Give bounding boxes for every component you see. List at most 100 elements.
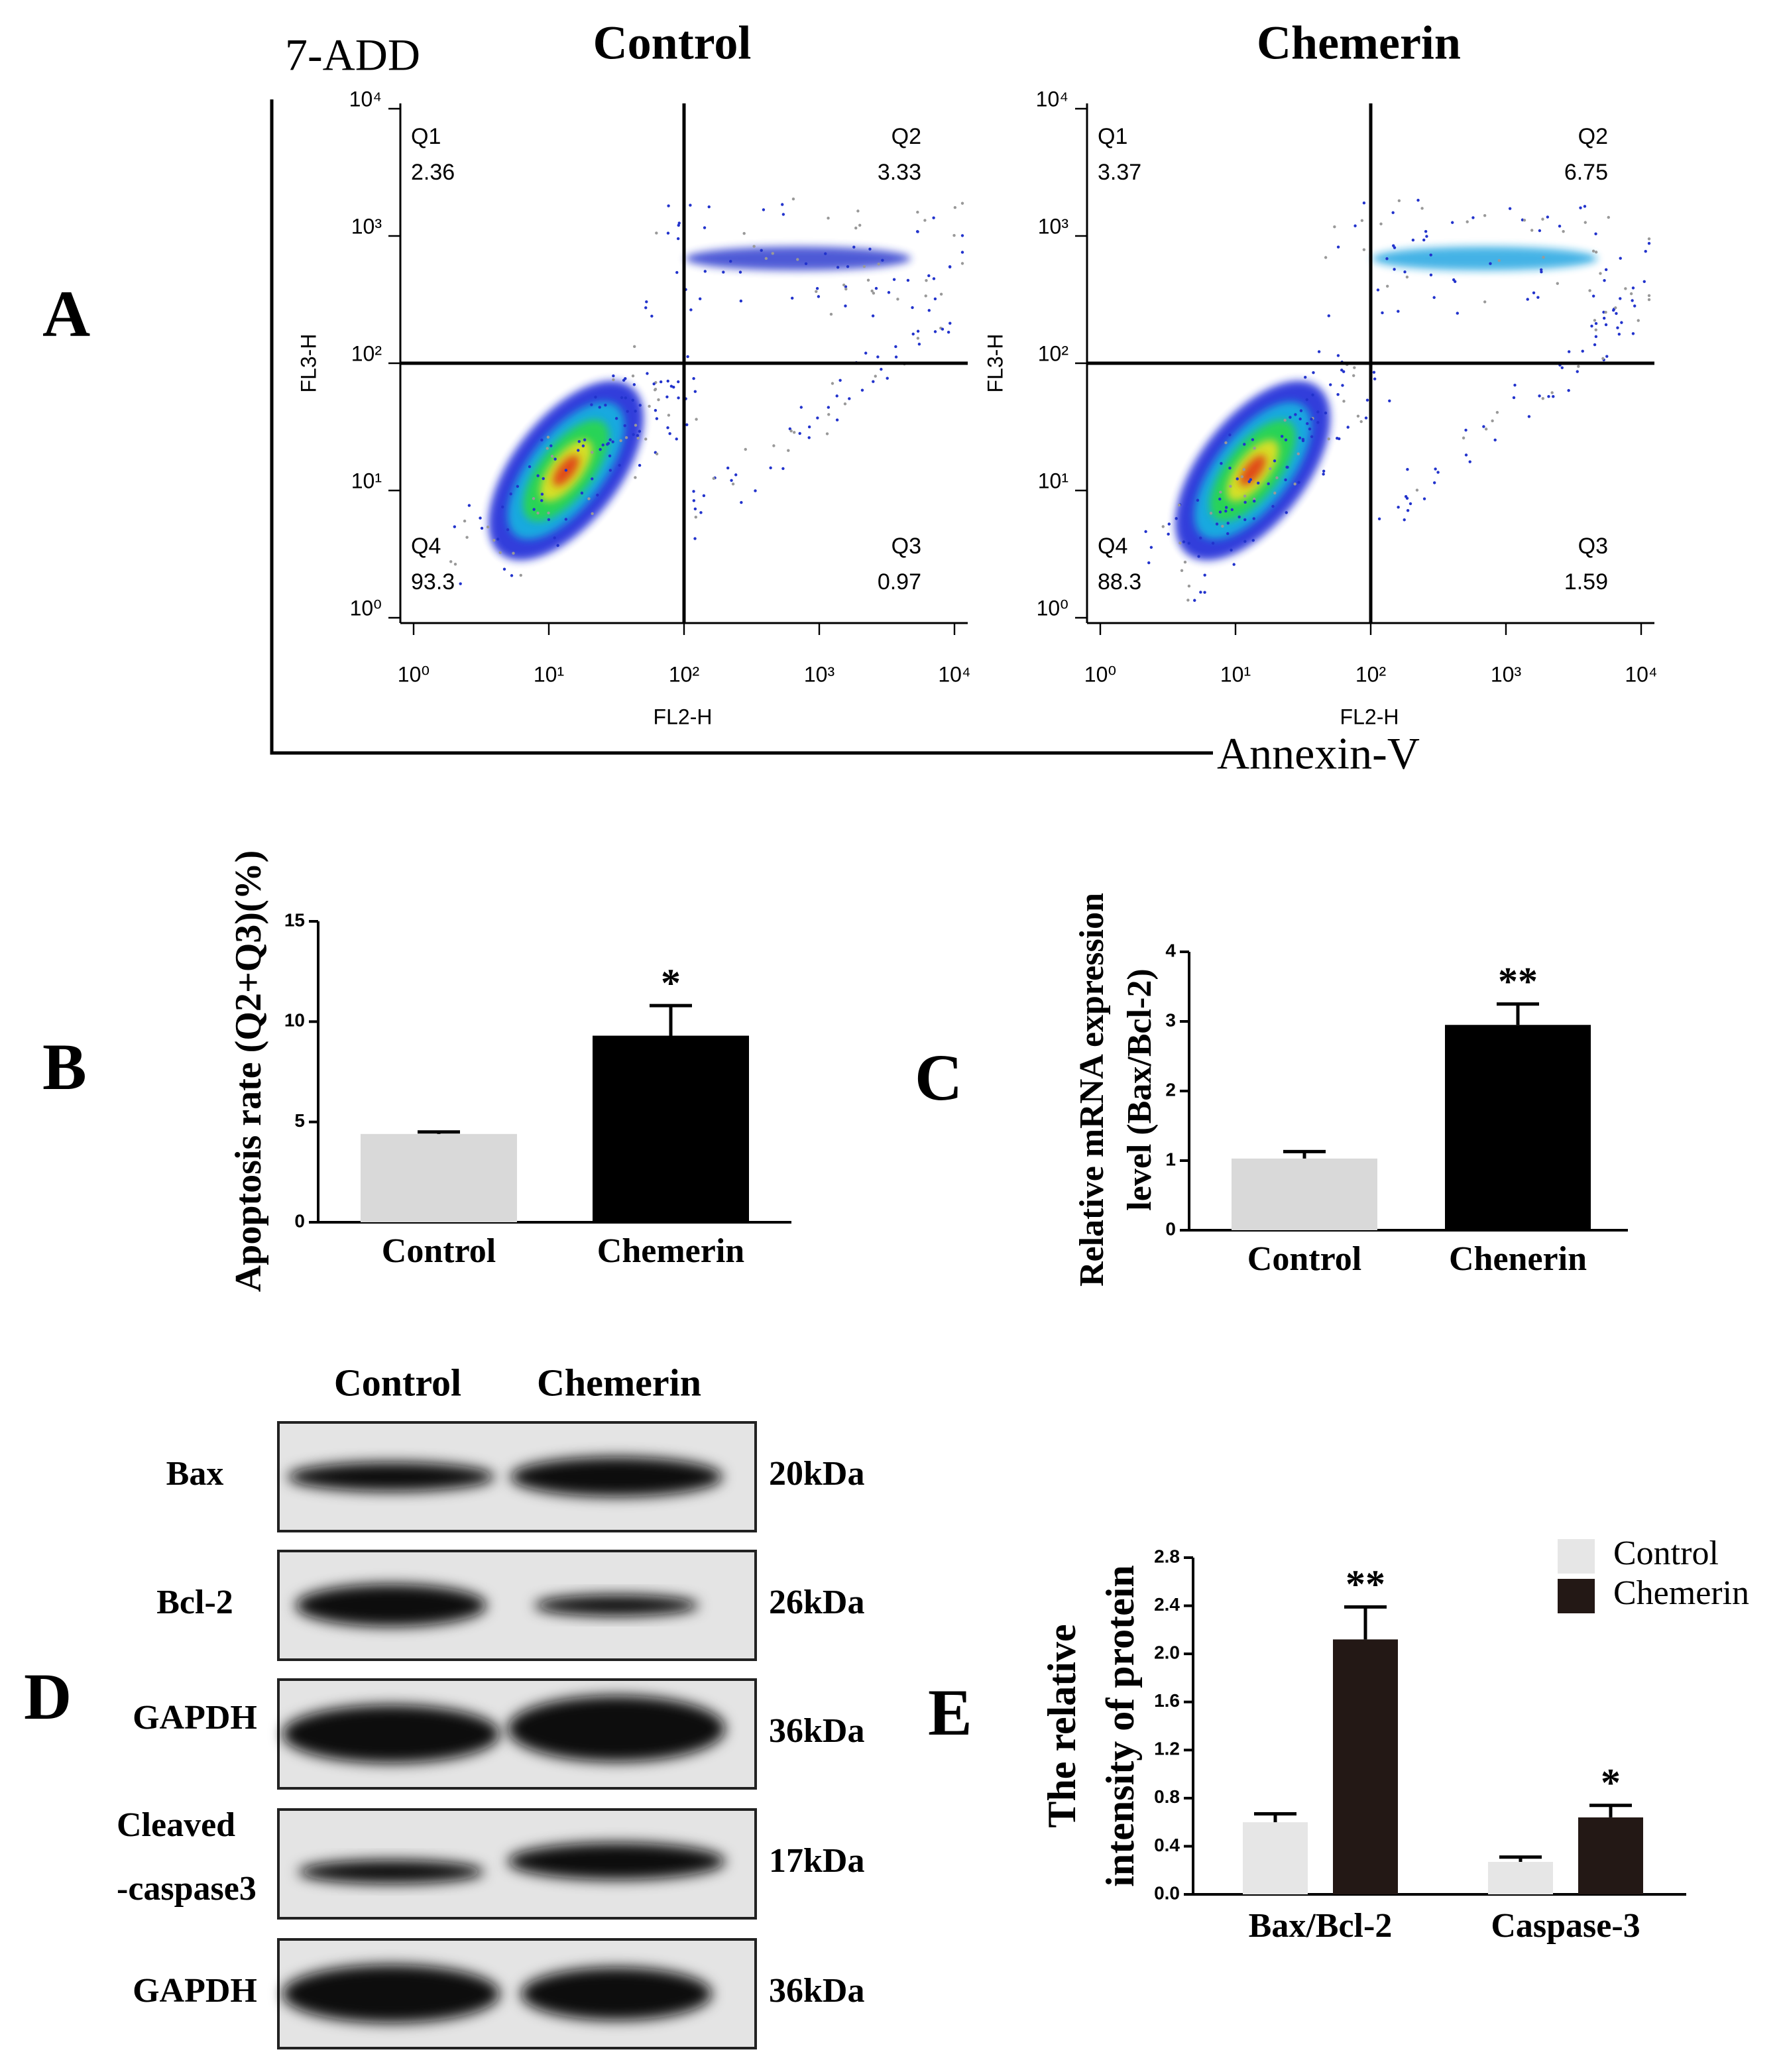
density-cloud — [1239, 455, 1266, 487]
event-dot — [1513, 383, 1517, 387]
event-dot — [638, 404, 642, 407]
blot-band — [510, 1457, 722, 1497]
chart-title: Chemerin — [1257, 17, 1461, 70]
event-dot — [693, 537, 697, 540]
row-label: Cleaved — [117, 1806, 235, 1844]
event-dot — [1541, 217, 1544, 221]
event-dot — [467, 504, 471, 507]
event-dot — [892, 278, 896, 281]
quadrant-name: Q4 — [1098, 534, 1127, 559]
event-dot — [798, 432, 801, 435]
y-tick-label: 1.2 — [1154, 1739, 1180, 1759]
significance: ** — [1498, 960, 1538, 1004]
event-dot — [1336, 393, 1340, 396]
panel-label: D — [24, 1660, 72, 1733]
event-dot — [872, 292, 876, 295]
event-dot — [1647, 237, 1651, 241]
event-dot — [686, 355, 689, 359]
event-dot — [1508, 207, 1512, 210]
event-dot — [1614, 306, 1617, 310]
blot-band — [534, 1595, 699, 1616]
event-dot — [693, 507, 697, 511]
event-dot — [546, 447, 549, 450]
event-dot — [659, 380, 663, 384]
event-dot — [540, 492, 544, 496]
bar — [1445, 1025, 1591, 1230]
event-dot — [1219, 490, 1222, 494]
event-dot — [894, 355, 898, 359]
event-dot — [547, 511, 550, 515]
panel-a-frame — [270, 99, 1213, 755]
event-dot — [871, 314, 875, 317]
event-dot — [1620, 321, 1623, 324]
event-dot — [1179, 542, 1182, 545]
event-dot — [1393, 268, 1396, 271]
event-dot — [781, 467, 785, 471]
event-dot — [1251, 438, 1255, 441]
event-dot — [480, 526, 484, 530]
event-dot — [1576, 370, 1579, 373]
event-dot — [1422, 497, 1426, 500]
event-dot — [677, 396, 680, 400]
event-dot — [1362, 248, 1366, 251]
event-dot — [528, 465, 532, 469]
y-tick-label: 10¹ — [351, 469, 382, 492]
y-axis-label: Apoptosis rate (Q2+Q3)(%) — [228, 850, 269, 1293]
quadrant-name: Q1 — [1098, 124, 1127, 149]
event-dot — [1186, 599, 1190, 602]
event-dot — [1594, 251, 1598, 254]
event-dot — [1322, 473, 1325, 476]
blot-band — [282, 1705, 500, 1763]
y-tick-label: 10² — [351, 341, 382, 365]
event-dot — [1243, 443, 1246, 446]
density-stream — [1372, 247, 1597, 270]
event-dot — [546, 435, 550, 439]
event-dot — [1306, 422, 1309, 426]
event-dot — [1203, 591, 1206, 594]
y-tick-label: 10 — [284, 1010, 305, 1031]
event-dot — [1253, 499, 1256, 503]
event-dot — [591, 477, 594, 481]
event-dot — [1322, 469, 1326, 473]
event-dot — [453, 525, 457, 528]
event-dot — [1224, 441, 1228, 445]
event-dot — [1468, 460, 1471, 463]
band-size: 36kDa — [769, 1712, 864, 1750]
event-dot — [1409, 502, 1412, 506]
blot-band — [508, 1843, 725, 1880]
event-dot — [1301, 437, 1305, 441]
event-dot — [1187, 542, 1191, 545]
event-dot — [1616, 326, 1619, 329]
panel-label: E — [928, 1676, 972, 1749]
event-dot — [550, 455, 554, 458]
event-dot — [1647, 241, 1651, 245]
event-dot — [844, 287, 848, 291]
event-dot — [1310, 435, 1314, 439]
event-dot — [789, 429, 793, 433]
event-dot — [654, 388, 658, 391]
legend-swatch — [1558, 1539, 1595, 1574]
event-dot — [608, 438, 612, 441]
quadrant-name: Q1 — [411, 124, 441, 149]
event-dot — [1495, 410, 1499, 414]
row-label: Bcl-2 — [156, 1583, 233, 1621]
event-dot — [501, 505, 504, 509]
event-dot — [911, 306, 914, 310]
event-dot — [633, 345, 636, 348]
x-tick-label: 10⁰ — [398, 662, 430, 686]
row-label: -caspase3 — [117, 1870, 257, 1908]
event-dot — [693, 390, 697, 393]
event-dot — [1342, 400, 1346, 403]
event-dot — [502, 567, 506, 571]
event-dot — [1284, 438, 1288, 441]
event-dot — [1167, 522, 1171, 526]
event-dot — [906, 278, 910, 282]
event-dot — [1416, 198, 1420, 202]
event-dot — [960, 201, 964, 205]
event-dot — [1218, 510, 1222, 514]
x-tick-label: 10⁰ — [1084, 662, 1116, 686]
event-dot — [1251, 539, 1255, 542]
event-dot — [924, 294, 927, 298]
event-dot — [1298, 417, 1302, 421]
event-dot — [1603, 316, 1606, 320]
